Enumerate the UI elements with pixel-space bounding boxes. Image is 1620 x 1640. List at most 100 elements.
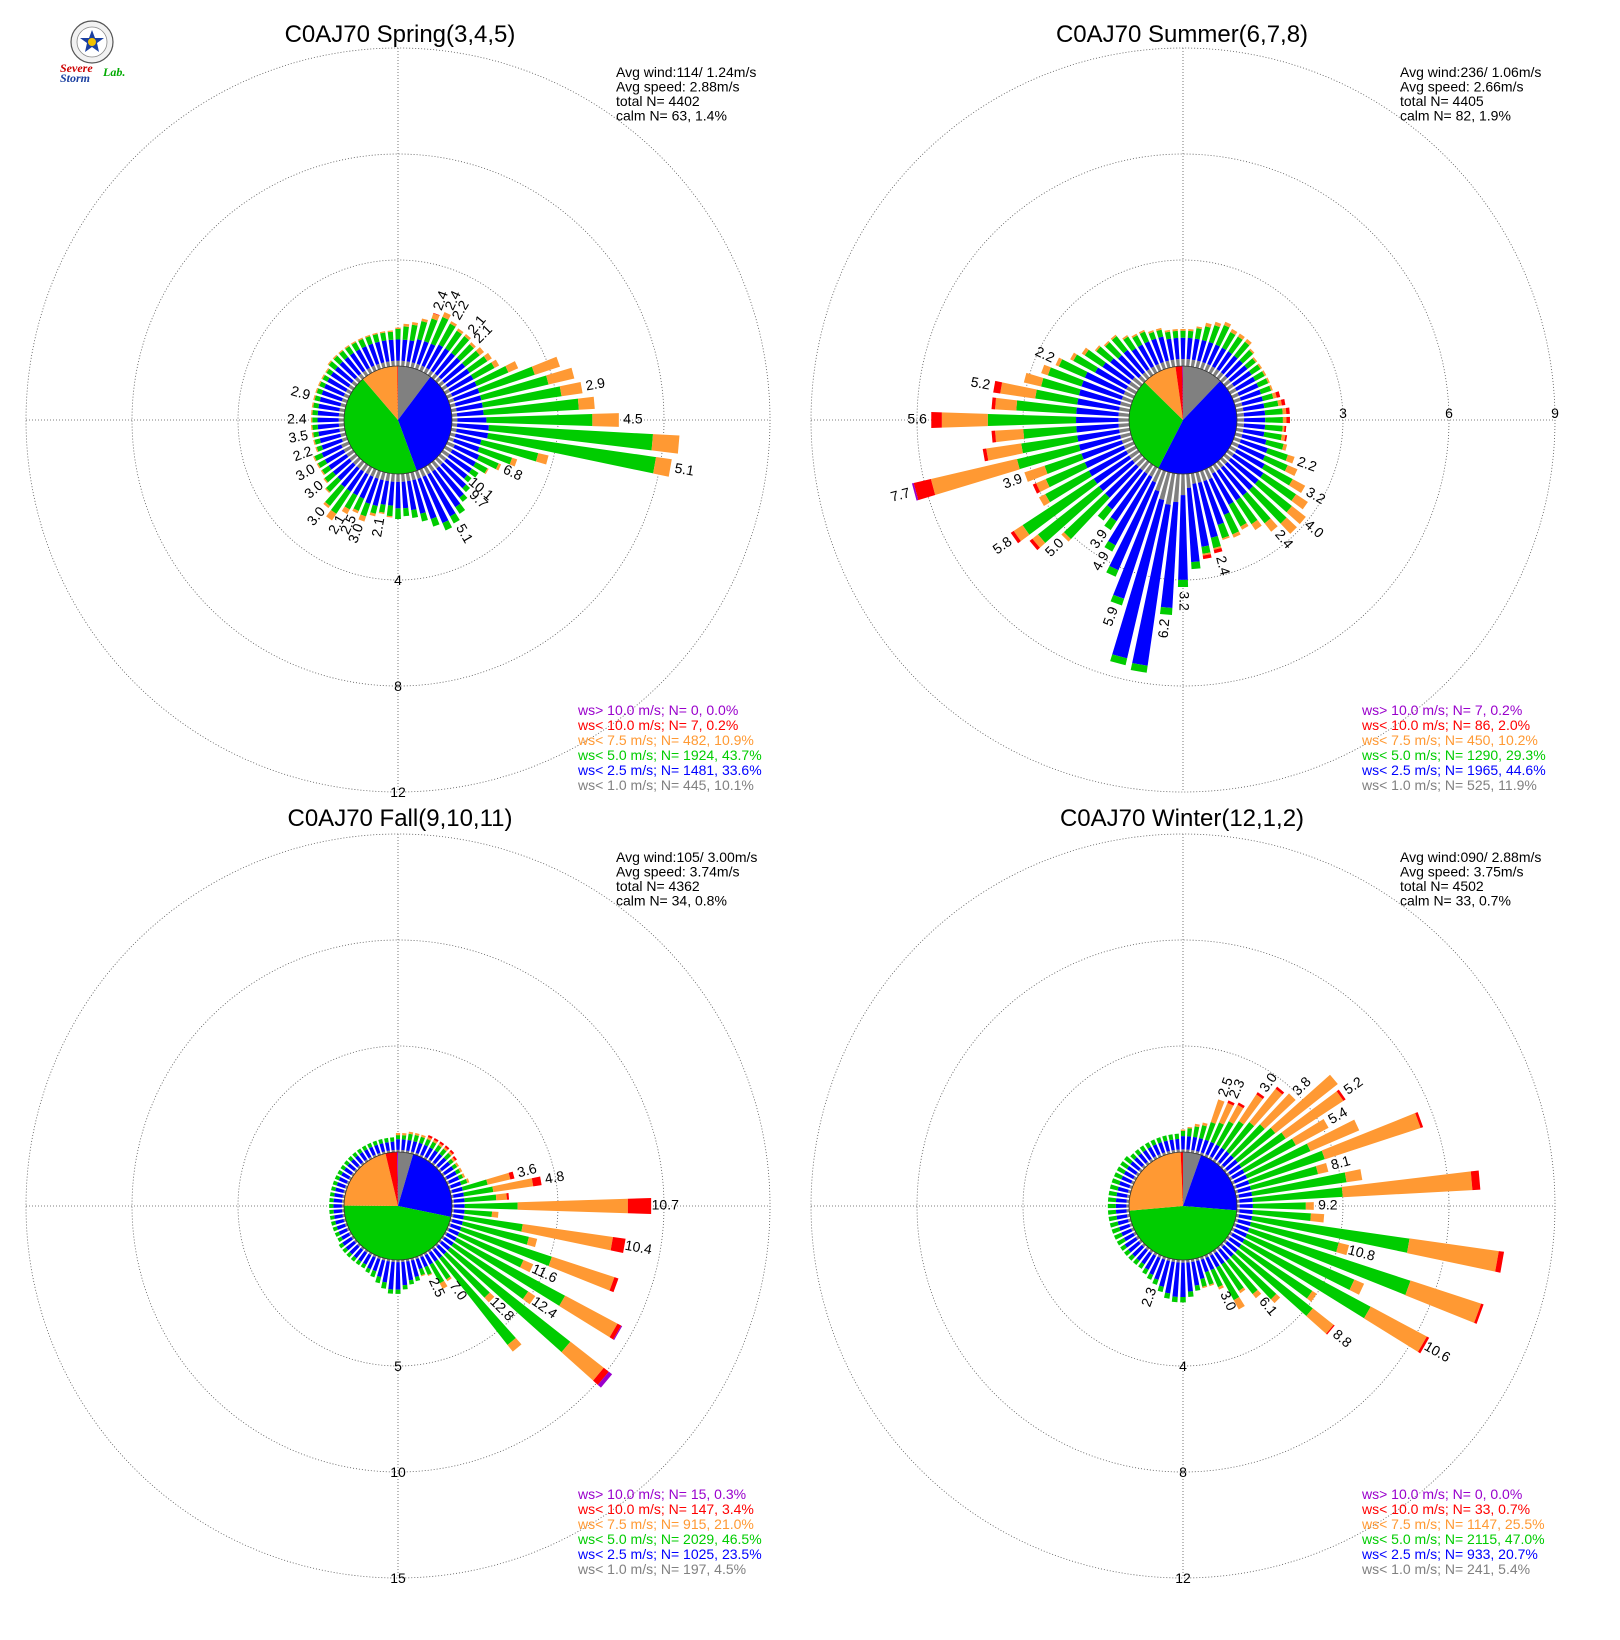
wind-bar-segment: [1155, 363, 1162, 372]
wind-bar-segment: [1180, 337, 1186, 359]
wind-bar-segment: [982, 448, 989, 462]
wind-bar-segment: [1159, 606, 1173, 616]
wind-bar-segment: [1163, 1140, 1170, 1152]
wind-bar-segment: [351, 380, 358, 387]
wind-bar-segment: [442, 520, 453, 531]
wind-bar-segment: [446, 1276, 452, 1282]
wind-bar-segment: [451, 1157, 456, 1162]
wind-bar-segment: [341, 398, 348, 404]
wind-bar-segment: [1159, 1260, 1170, 1287]
wind-bar-segment: [317, 380, 322, 387]
wind-bar-segment: [395, 481, 401, 509]
wind-bar-segment: [380, 471, 386, 481]
wind-bar-segment: [1110, 471, 1148, 522]
wind-bar-segment: [1115, 1209, 1127, 1214]
wind-bar-segment: [448, 1176, 460, 1184]
wind-bar-segment: [1106, 566, 1119, 577]
wind-bar-segment: [421, 343, 436, 368]
wind-bar-segment: [402, 1133, 407, 1136]
wind-bar-segment: [312, 410, 319, 416]
wind-bar-segment: [1236, 418, 1245, 422]
wind-bar-segment: [355, 1155, 364, 1165]
bar-total-label: 8.1: [1329, 1152, 1352, 1173]
bar-total-label: 2.9: [584, 374, 606, 393]
wind-bar-segment: [385, 472, 391, 482]
wind-bar-segment: [314, 452, 324, 461]
wind-bar-segment: [1126, 386, 1138, 395]
wind-bar-segment: [353, 1247, 364, 1259]
wind-bar-segment: [432, 1247, 443, 1259]
wind-bar-segment: [335, 1218, 345, 1225]
wind-bar-segment: [1110, 358, 1135, 380]
wind-bar-segment: [1495, 1251, 1505, 1273]
wind-bar-segment: [342, 1247, 349, 1254]
wind-bar-segment: [456, 410, 484, 417]
wind-bar-segment: [1131, 333, 1138, 338]
wind-bar-segment: [1238, 1287, 1246, 1294]
wind-bar-segment: [1417, 1336, 1430, 1354]
wind-bar-segment: [1191, 1136, 1198, 1151]
wind-bar-segment: [349, 1244, 360, 1255]
wind-bar-segment: [423, 465, 431, 475]
wind-bar-segment: [320, 470, 325, 476]
wind-bar-segment: [316, 445, 324, 452]
wind-bar-segment: [423, 1156, 428, 1161]
wind-bar-segment: [1123, 441, 1135, 449]
wind-bar-segment: [313, 439, 316, 445]
wind-bar-segment: [461, 1221, 529, 1245]
wind-bar-segment: [1112, 498, 1165, 659]
wind-bar-segment: [380, 332, 387, 342]
stats-line: Avg speed: 3.74m/s: [616, 864, 739, 880]
wind-bar-segment: [420, 1144, 428, 1156]
bar-total-label: 9.2: [1318, 1197, 1338, 1213]
pie-slice: [1183, 366, 1221, 420]
wind-bar-segment: [1138, 1239, 1143, 1244]
wind-bar-segment: [334, 1214, 344, 1220]
wind-bar-segment: [415, 1258, 423, 1270]
wind-bar-segment: [1208, 366, 1216, 375]
wind-bar-segment: [463, 1215, 523, 1232]
wind-bar-segment: [349, 352, 366, 373]
wind-bar-segment: [1166, 338, 1175, 361]
legend-entry: ws< 7.5 m/s; N= 482, 10.9%: [577, 732, 754, 748]
wind-bar-segment: [1173, 473, 1180, 503]
wind-bar-segment: [429, 1262, 445, 1284]
wind-bar-segment: [1172, 330, 1179, 339]
wind-bar-segment: [417, 477, 437, 520]
legend-entry: ws> 10.0 m/s; N= 0, 0.0%: [1361, 1486, 1522, 1502]
wind-bar-segment: [1107, 1203, 1116, 1209]
wind-bar-segment: [1136, 1248, 1148, 1261]
wind-bar-segment: [431, 1246, 436, 1251]
wind-bar-segment: [311, 432, 314, 438]
wind-bar-segment: [408, 1279, 415, 1285]
wind-bar-segment: [1164, 331, 1172, 340]
wind-bar-segment: [1021, 435, 1079, 454]
wind-bar-segment: [1240, 523, 1249, 530]
wind-bar-segment: [339, 408, 346, 413]
wind-bar-segment: [438, 380, 445, 387]
wind-bar-segment: [1187, 1291, 1194, 1297]
wind-bar-segment: [913, 478, 936, 501]
wind-bar-segment: [370, 468, 377, 477]
wind-bar-segment: [1264, 408, 1283, 416]
wind-bar-segment: [449, 403, 456, 408]
wind-bar-segment: [359, 1152, 368, 1161]
wind-bar-segment: [1242, 491, 1271, 524]
wind-bar-segment: [401, 1261, 408, 1286]
wind-bar-segment: [1216, 1246, 1221, 1251]
wind-bar-segment: [1138, 375, 1146, 383]
wind-bar-segment: [360, 1246, 365, 1251]
bar-total-label: 6.2: [1155, 618, 1173, 639]
wind-bar-segment: [448, 436, 455, 442]
wind-bar-segment: [483, 398, 579, 416]
wind-bar-segment: [321, 438, 343, 450]
bar-total-label: 5.9: [1099, 604, 1121, 628]
wind-bar-segment: [419, 468, 426, 477]
wind-bar-segment: [1078, 434, 1122, 451]
wind-bar-segment: [338, 349, 344, 354]
wind-bar-segment: [1146, 1273, 1154, 1280]
wind-bar-segment: [1105, 342, 1122, 359]
wind-bar-segment: [1230, 328, 1238, 335]
wind-bar-segment: [312, 424, 319, 430]
wind-bar-segment: [1237, 444, 1266, 461]
